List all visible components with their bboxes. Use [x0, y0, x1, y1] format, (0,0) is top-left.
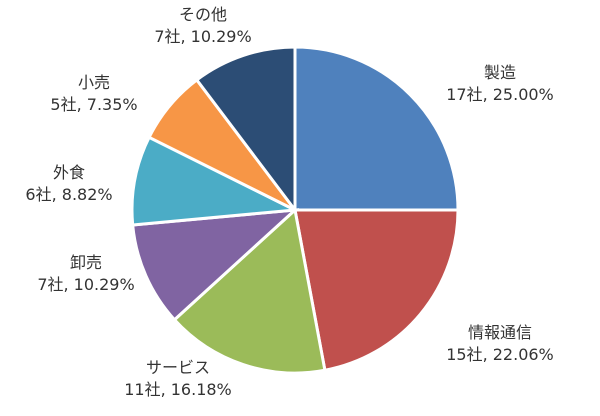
slice-label-6: 小売 5社, 7.35% [50, 73, 137, 114]
slice-category-label: 外食 [53, 163, 85, 182]
slice-value-label: 7社, 10.29% [37, 275, 134, 294]
slice-value-label: 11社, 16.18% [124, 380, 232, 399]
slice-category-label: 卸売 [70, 253, 102, 272]
slice-category-label: その他 [179, 5, 227, 24]
slice-label-7: その他 7社, 10.29% [154, 5, 251, 46]
slice-label-2: 情報通信 15社, 22.06% [446, 323, 554, 364]
slice-label-5: 外食 6社, 8.82% [25, 163, 112, 204]
slice-category-label: 製造 [484, 63, 516, 82]
slice-label-4: 卸売 7社, 10.29% [37, 253, 134, 294]
slice-value-label: 15社, 22.06% [446, 345, 554, 364]
pie-slice-5 [130, 135, 301, 227]
pie-slice-7 [194, 45, 297, 215]
slice-value-label: 17社, 25.00% [446, 85, 554, 104]
slice-value-label: 5社, 7.35% [50, 95, 137, 114]
pie-slice-4 [131, 208, 300, 322]
slice-category-label: 小売 [78, 73, 110, 92]
slice-label-3: サービス 11社, 16.18% [124, 358, 232, 399]
slice-category-label: サービス [146, 358, 210, 377]
slice-value-label: 6社, 8.82% [25, 185, 112, 204]
pie-slice-2 [293, 208, 460, 372]
pie-slices [130, 45, 460, 375]
pie-labels: 製造 17社, 25.00% 情報通信 15社, 22.06% サービス 11社, 16.… [25, 5, 553, 399]
pie-slice-1 [293, 45, 460, 212]
slice-category-label: 情報通信 [468, 323, 532, 342]
pie-slice-3 [172, 207, 327, 375]
slice-value-label: 7社, 10.29% [154, 27, 251, 46]
slice-label-1: 製造 17社, 25.00% [446, 63, 554, 104]
